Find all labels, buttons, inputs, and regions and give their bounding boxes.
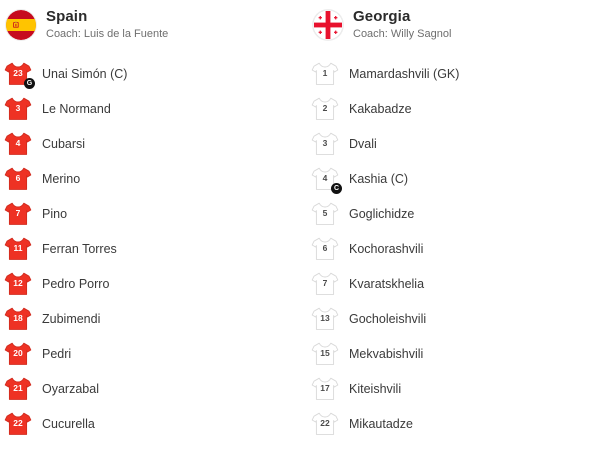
jersey-icon: 1 [311,61,339,87]
jersey-icon: 2 [311,96,339,122]
away-team-header: Georgia Coach: Willy Sagnol [307,0,613,50]
jersey-icon: 22 [311,411,339,437]
jersey-icon: 3 [4,96,32,122]
player-row[interactable]: 17 Kiteishvili [307,371,613,406]
jersey-icon: 12 [4,271,32,297]
player-name: Mikautadze [349,416,413,431]
away-team-name: Georgia [353,8,411,26]
player-name: Cubarsi [42,136,86,151]
player-row[interactable]: 6 Merino [0,161,306,196]
jersey-icon: 11 [4,236,32,262]
jersey-icon: 5 [311,201,339,227]
jersey-icon: 13 [311,306,339,332]
player-name: Kakabadze [349,101,412,116]
jersey-icon: 7 [4,201,32,227]
player-row[interactable]: 12 Pedro Porro [0,266,306,301]
goalkeeper-badge-icon: G [24,77,35,89]
player-row[interactable]: 5 Goglichidze [307,196,613,231]
player-row[interactable]: 7 Pino [0,196,306,231]
player-name: Mekvabishvili [349,346,424,361]
jersey-icon: 6 [4,166,32,192]
player-row[interactable]: 21 Oyarzabal [0,371,306,406]
player-name: Pedri [42,346,72,361]
player-row[interactable]: 3 Dvali [307,126,613,161]
jersey-icon: 20 [4,341,32,367]
jersey-icon: 18 [4,306,32,332]
player-row[interactable]: 6 Kochorashvili [307,231,613,266]
spain-flag-icon [6,10,36,40]
away-team-coach: Coach: Willy Sagnol [353,28,452,40]
player-name: Pino [42,206,68,221]
home-team-meta: Spain Coach: Luis de la Fuente [46,8,168,42]
player-row[interactable]: 23 G Unai Simón (C) [0,56,306,91]
player-name: Kashia (C) [349,171,409,186]
player-name: Zubimendi [42,311,101,326]
player-name: Pedro Porro [42,276,110,291]
player-row[interactable]: 15 Mekvabishvili [307,336,613,371]
player-row[interactable]: 2 Kakabadze [307,91,613,126]
player-row[interactable]: 13 Gocholeishvili [307,301,613,336]
jersey-icon: 21 [4,376,32,402]
player-row[interactable]: 1 Mamardashvili (GK) [307,56,613,91]
home-team-column: Spain Coach: Luis de la Fuente 23 G Unai S… [0,0,306,460]
georgia-flag-icon [313,10,343,40]
jersey-icon: 15 [311,341,339,367]
player-name: Le Normand [42,101,111,116]
jersey-icon: 3 [311,131,339,157]
player-name: Kochorashvili [349,241,424,256]
player-name: Goglichidze [349,206,415,221]
player-name: Oyarzabal [42,381,99,396]
player-name: Merino [42,171,81,186]
player-row[interactable]: 11 Ferran Torres [0,231,306,266]
player-name: Ferran Torres [42,241,117,256]
home-team-name: Spain [46,8,88,26]
home-team-coach: Coach: Luis de la Fuente [46,28,169,40]
jersey-icon: 6 [311,236,339,262]
player-row[interactable]: 4 Cubarsi [0,126,306,161]
player-row[interactable]: 22 Cucurella [0,406,306,441]
player-name: Mamardashvili (GK) [349,66,460,81]
jersey-icon: 7 [311,271,339,297]
player-row[interactable]: 20 Pedri [0,336,306,371]
away-team-column: Georgia Coach: Willy Sagnol 1 Mamardashvi… [307,0,613,460]
player-name: Cucurella [42,416,95,431]
player-row[interactable]: 3 Le Normand [0,91,306,126]
away-player-list: 1 Mamardashvili (GK) 2 Kakabadze 3 Dvali 4 C Kas… [307,50,613,441]
player-row[interactable]: 18 Zubimendi [0,301,306,336]
player-name: Gocholeishvili [349,311,427,326]
jersey-icon: 22 [4,411,32,437]
player-name: Kvaratskhelia [349,276,425,291]
player-name: Unai Simón (C) [42,66,128,81]
captain-badge-icon: C [331,182,342,194]
player-row[interactable]: 7 Kvaratskhelia [307,266,613,301]
jersey-icon: 4 [4,131,32,157]
home-team-header: Spain Coach: Luis de la Fuente [0,0,306,50]
home-player-list: 23 G Unai Simón (C) 3 Le Normand 4 Cubarsi 6 Mer… [0,50,306,441]
away-team-meta: Georgia Coach: Willy Sagnol [353,8,451,42]
jersey-icon: 17 [311,376,339,402]
player-name: Dvali [349,136,377,151]
player-name: Kiteishvili [349,381,402,396]
player-row[interactable]: 4 C Kashia (C) [307,161,613,196]
jersey-icon: 23 G [4,61,35,89]
player-row[interactable]: 22 Mikautadze [307,406,613,441]
